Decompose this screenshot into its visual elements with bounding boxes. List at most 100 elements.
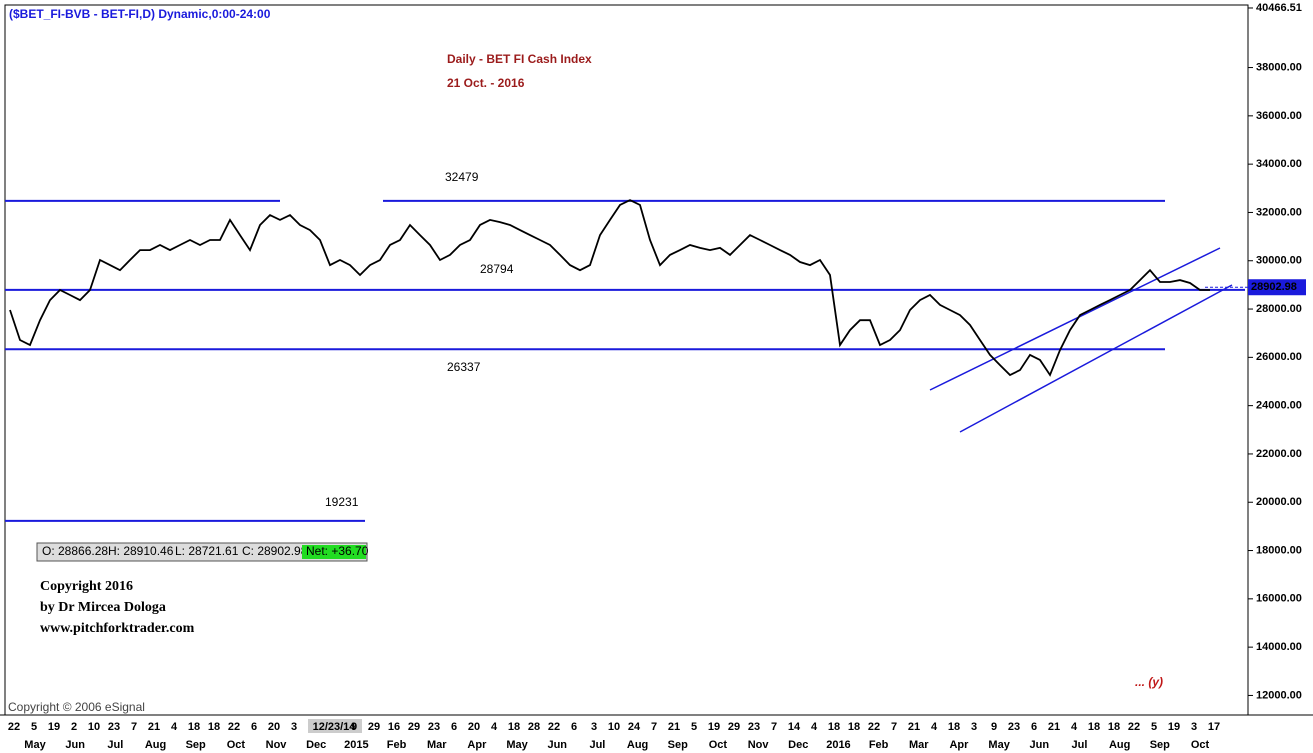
y-tick-label: 22000.00 [1256, 448, 1302, 460]
x-month-label: Sep [1150, 739, 1170, 751]
x-month-label: Oct [709, 739, 728, 751]
x-month-label: Jun [65, 739, 85, 751]
x-day-label: 4 [1071, 721, 1078, 733]
x-day-label: 21 [148, 721, 160, 733]
x-day-label: 6 [451, 721, 457, 733]
x-day-label: 5 [1151, 721, 1157, 733]
channel-upper [929, 247, 1221, 391]
x-day-label: 4 [491, 721, 498, 733]
x-day-label: 21 [1048, 721, 1060, 733]
x-day-label: 5 [31, 721, 37, 733]
copyright-line: by Dr Mircea Dologa [40, 600, 166, 615]
x-month-label: 2015 [344, 739, 368, 751]
x-month-label: Nov [266, 739, 288, 751]
x-day-label: 23 [428, 721, 440, 733]
x-month-label: Apr [949, 739, 969, 751]
x-day-label: 10 [88, 721, 100, 733]
symbol-header: ($BET_FI-BVB - BET-FI,D) Dynamic,0:00-24… [9, 7, 271, 21]
x-day-label: 16 [388, 721, 400, 733]
x-day-label: 2 [71, 721, 77, 733]
level-label: 28794 [480, 262, 514, 276]
net-label: Net: +36.70 [306, 544, 369, 558]
x-day-label: 18 [1108, 721, 1120, 733]
ohlc-label: C: 28902.98 [242, 544, 308, 558]
x-month-label: Apr [467, 739, 487, 751]
x-day-label: 18 [828, 721, 840, 733]
x-day-label: 29 [368, 721, 380, 733]
x-day-label: 20 [468, 721, 480, 733]
y-tick-label: 38000.00 [1256, 61, 1302, 73]
x-day-label: 21 [668, 721, 680, 733]
y-tick-label: 30000.00 [1256, 255, 1302, 267]
x-month-label: May [24, 739, 46, 751]
x-day-label: 3 [1191, 721, 1197, 733]
x-day-label: 12/23/14 [313, 721, 357, 733]
x-month-label: Aug [627, 739, 648, 751]
last-price-label: 28902.98 [1251, 281, 1297, 293]
x-day-label: 10 [608, 721, 620, 733]
level-label: 32479 [445, 170, 479, 184]
x-month-label: Jul [107, 739, 123, 751]
x-day-label: 18 [208, 721, 220, 733]
x-month-label: Aug [1109, 739, 1130, 751]
chart-subtitle: 21 Oct. - 2016 [447, 76, 525, 90]
x-day-label: 19 [48, 721, 60, 733]
x-day-label: 18 [188, 721, 200, 733]
y-tick-label: 36000.00 [1256, 110, 1302, 122]
x-day-label: 7 [131, 721, 137, 733]
x-day-label: 18 [948, 721, 960, 733]
x-day-label: 19 [1168, 721, 1180, 733]
vendor-copyright: Copyright © 2006 eSignal [8, 700, 145, 714]
note: ... (y) [1135, 675, 1163, 689]
x-day-label: 3 [291, 721, 297, 733]
x-day-label: 6 [1031, 721, 1037, 733]
x-day-label: 18 [848, 721, 860, 733]
x-month-label: Oct [1191, 739, 1210, 751]
x-month-label: Feb [387, 739, 407, 751]
x-day-label: 7 [891, 721, 897, 733]
ohlc-box [36, 542, 368, 562]
channel-lower [959, 284, 1233, 433]
x-day-label: 20 [268, 721, 280, 733]
last-price-box [1248, 279, 1306, 296]
x-day-label: 9 [351, 721, 357, 733]
y-tick-label: 24000.00 [1256, 400, 1302, 412]
x-day-label: 22 [228, 721, 240, 733]
x-day-label: 28 [528, 721, 540, 733]
y-tick-label: 16000.00 [1256, 593, 1302, 605]
copyright-line: www.pitchforktrader.com [40, 621, 195, 636]
x-day-label: 3 [971, 721, 977, 733]
y-tick-label: 20000.00 [1256, 496, 1302, 508]
x-day-label: 29 [728, 721, 740, 733]
x-day-label: 24 [628, 721, 641, 733]
x-month-label: Sep [186, 739, 206, 751]
x-month-label: 2016 [826, 739, 850, 751]
x-day-label: 19 [708, 721, 720, 733]
x-day-label: 7 [651, 721, 657, 733]
x-day-label: 5 [691, 721, 697, 733]
x-month-label: Mar [427, 739, 447, 751]
price-line [9, 199, 1210, 377]
x-month-label: Jul [1072, 739, 1088, 751]
y-tick-label: 26000.00 [1256, 351, 1302, 363]
level-label: 19231 [325, 495, 359, 509]
x-month-label: Jun [1030, 739, 1050, 751]
x-day-label: 22 [1128, 721, 1140, 733]
x-month-label: Oct [227, 739, 246, 751]
x-day-label: 23 [1008, 721, 1020, 733]
x-month-label: Dec [788, 739, 808, 751]
y-tick-label: 34000.00 [1256, 158, 1302, 170]
x-month-label: May [988, 739, 1010, 751]
x-day-label: 23 [108, 721, 120, 733]
x-month-label: Mar [909, 739, 929, 751]
ohlc-label: O: 28866.28 [42, 544, 108, 558]
x-day-label: 22 [8, 721, 20, 733]
x-month-label: Feb [869, 739, 889, 751]
x-day-label: 29 [408, 721, 420, 733]
x-month-label: Nov [748, 739, 770, 751]
x-day-label: 17 [1208, 721, 1220, 733]
x-day-label: 4 [931, 721, 938, 733]
plot-frame [4, 4, 1249, 716]
x-day-label: 18 [1088, 721, 1100, 733]
x-day-label: 6 [251, 721, 257, 733]
